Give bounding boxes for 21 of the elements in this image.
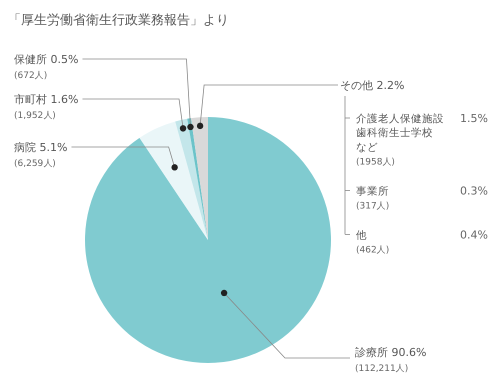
slice-label: 診療所 90.6% (355, 346, 426, 359)
chart-title: 「厚生労働省衛生行政業務報告」より (8, 13, 229, 28)
text: (1958人) (356, 156, 395, 168)
slice-label: その他 2.2% (340, 79, 404, 92)
text: (672人) (14, 70, 48, 81)
text: 他 (356, 229, 367, 242)
text: 歯科衛生士学校 (356, 126, 433, 140)
slice-label: 保健所 0.5% (14, 53, 78, 66)
text: 介護老人保健施設 (356, 112, 444, 125)
slice-label: 市町村 1.6% (14, 93, 78, 106)
text: 0.4% (460, 228, 488, 242)
text: など (356, 141, 378, 154)
slice-label: 病院 5.1% (14, 141, 68, 154)
text: (317人) (356, 200, 390, 212)
text: (6,259人) (14, 158, 56, 169)
text: 0.3% (460, 184, 488, 198)
text: 事業所 (356, 184, 389, 198)
text: (1,952人) (14, 110, 56, 121)
text: 1.5% (460, 112, 488, 125)
text: (462人) (356, 244, 390, 256)
text: (112,211人) (355, 363, 408, 374)
